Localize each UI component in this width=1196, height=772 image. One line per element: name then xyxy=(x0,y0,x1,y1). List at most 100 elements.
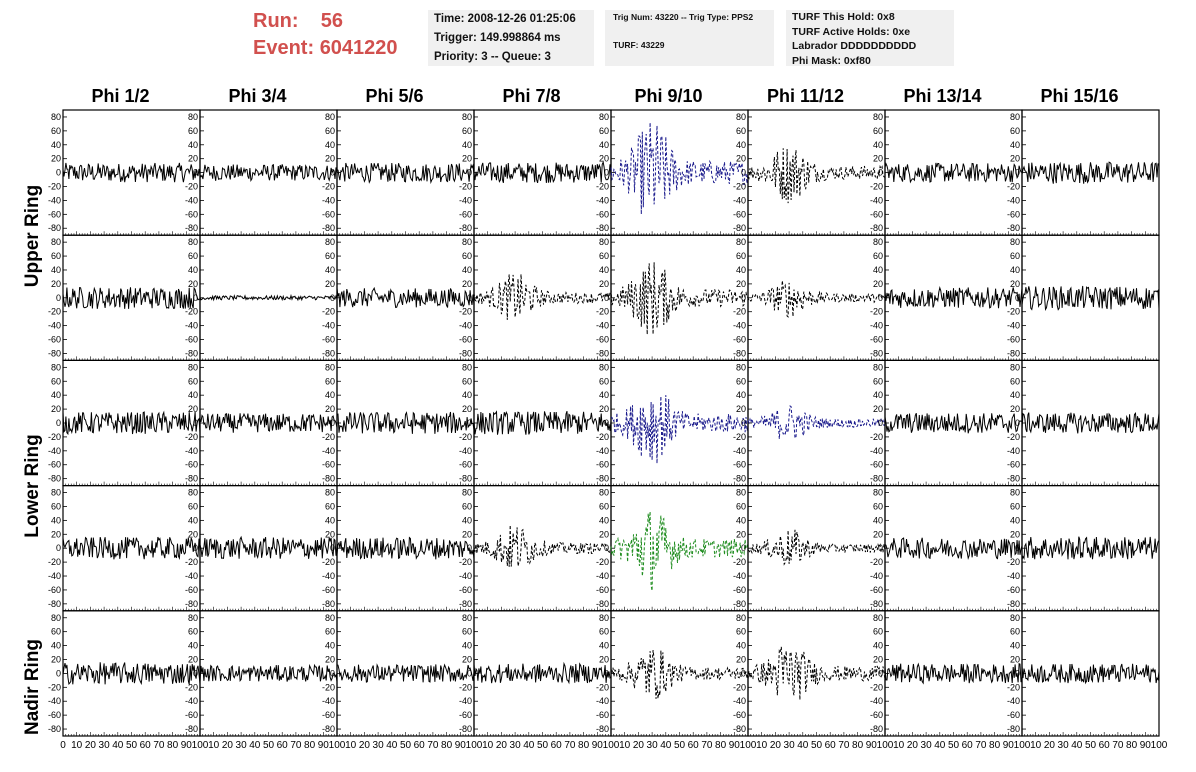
y-tick-label: 40 xyxy=(1010,641,1020,651)
x-tick-label: 40 xyxy=(523,740,535,751)
y-tick-label: 80 xyxy=(1010,112,1020,122)
waveform-trace xyxy=(473,661,612,685)
waveform-trace xyxy=(336,162,475,185)
x-tick-label: 70 xyxy=(153,740,165,751)
y-tick-label: 60 xyxy=(1010,627,1020,637)
x-tick-label: 30 xyxy=(1058,740,1070,751)
waveform-trace xyxy=(884,537,1023,560)
y-tick-label: -40 xyxy=(459,195,472,205)
x-tick-label: 60 xyxy=(277,740,289,751)
y-tick-label: 60 xyxy=(325,126,335,136)
waveform-trace xyxy=(747,646,886,700)
y-tick-label: -20 xyxy=(459,182,472,192)
y-tick-label: 80 xyxy=(325,362,335,372)
y-tick-label: 20 xyxy=(462,654,472,664)
y-tick-label: -40 xyxy=(185,321,198,331)
y-tick-label: -40 xyxy=(322,321,335,331)
y-tick-label: 80 xyxy=(736,362,746,372)
y-tick-label: 40 xyxy=(51,390,61,400)
y-tick-label: 40 xyxy=(462,140,472,150)
y-tick-label: 40 xyxy=(599,265,609,275)
y-tick-label: -20 xyxy=(459,307,472,317)
y-tick-label: -40 xyxy=(1007,696,1020,706)
y-tick-label: -60 xyxy=(596,710,609,720)
y-tick-label: -20 xyxy=(48,307,61,317)
x-tick-label: 10 xyxy=(1030,740,1042,751)
x-tick-label: 80 xyxy=(852,740,864,751)
y-tick-label: 80 xyxy=(325,613,335,623)
y-tick-label: -40 xyxy=(596,321,609,331)
y-tick-label: -40 xyxy=(596,696,609,706)
panel-r1-c5: -80 -60 -40 -20 0 20 40 60 80 xyxy=(596,109,749,236)
y-tick-label: -20 xyxy=(1007,182,1020,192)
y-tick-label: 0 xyxy=(878,293,883,303)
x-tick-label: 10 xyxy=(208,740,220,751)
y-tick-label: -20 xyxy=(48,432,61,442)
panel-r4-c4: -80 -60 -40 -20 0 20 40 60 80 xyxy=(459,485,612,612)
y-tick-label: -80 xyxy=(733,599,746,609)
panel-r3-c7: -80 -60 -40 -20 0 20 40 60 80 xyxy=(870,359,1023,487)
y-tick-label: 20 xyxy=(736,654,746,664)
trigger-info-box: Trig Num: 43220 -- Trig Type: PPS2 TURF:… xyxy=(605,10,774,66)
y-tick-label: -20 xyxy=(48,682,61,692)
y-tick-label: 80 xyxy=(51,237,61,247)
y-tick-label: 20 xyxy=(873,404,883,414)
y-tick-label: -20 xyxy=(870,432,883,442)
y-tick-label: 60 xyxy=(462,126,472,136)
panel-r1-c3: -80 -60 -40 -20 0 20 40 60 80 xyxy=(322,109,475,236)
y-tick-label: 40 xyxy=(736,515,746,525)
x-tick-label: 20 xyxy=(222,740,234,751)
panel-r5-c4: -80 -60 -40 -20 0 20 40 60 80 xyxy=(459,610,612,737)
y-tick-label: -40 xyxy=(733,321,746,331)
y-tick-label: 0 xyxy=(56,543,61,553)
y-tick-label: 0 xyxy=(193,543,198,553)
y-tick-label: -20 xyxy=(48,182,61,192)
y-tick-label: -40 xyxy=(48,696,61,706)
waveform-trace xyxy=(199,163,338,182)
y-tick-label: -60 xyxy=(870,585,883,595)
y-tick-label: 80 xyxy=(325,237,335,247)
y-tick-label: 80 xyxy=(462,488,472,498)
x-tick-label: 70 xyxy=(975,740,987,751)
y-tick-label: 80 xyxy=(51,613,61,623)
y-tick-label: 20 xyxy=(462,529,472,539)
y-tick-label: -80 xyxy=(459,599,472,609)
panel-r1-c7: -80 -60 -40 -20 0 20 40 60 80 xyxy=(870,109,1023,236)
y-tick-label: -20 xyxy=(185,182,198,192)
y-tick-label: -80 xyxy=(1007,724,1020,734)
x-tick-label: 90 xyxy=(729,740,741,751)
panel-r3-c4: -80 -60 -40 -20 0 20 40 60 80 xyxy=(459,359,612,487)
y-tick-label: 20 xyxy=(462,279,472,289)
y-tick-label: -60 xyxy=(596,585,609,595)
panel-frame xyxy=(336,109,475,236)
y-tick-label: -60 xyxy=(596,460,609,470)
y-tick-label: -80 xyxy=(322,223,335,233)
y-tick-label: 20 xyxy=(873,529,883,539)
y-tick-label: -40 xyxy=(185,696,198,706)
x-tick-label: 20 xyxy=(496,740,508,751)
y-tick-label: -20 xyxy=(322,557,335,567)
y-tick-label: 80 xyxy=(736,237,746,247)
y-tick-label: 40 xyxy=(325,265,335,275)
waveform-trace xyxy=(747,529,886,566)
waveform-trace xyxy=(884,162,1023,184)
y-tick-label: -20 xyxy=(1007,432,1020,442)
run-label: Run: xyxy=(253,10,299,32)
x-tick-label: 50 xyxy=(811,740,823,751)
y-tick-label: 80 xyxy=(599,112,609,122)
x-tick-label: 30 xyxy=(373,740,385,751)
x-tick-label: 60 xyxy=(414,740,426,751)
panel-r2-c1: -80 -60 -40 -20 0 20 40 60 80 xyxy=(48,234,201,361)
y-tick-label: -60 xyxy=(1007,209,1020,219)
x-tick-label: 100 xyxy=(603,740,620,751)
y-tick-label: -60 xyxy=(48,460,61,470)
y-tick-label: 80 xyxy=(51,112,61,122)
x-tick-label: 30 xyxy=(647,740,659,751)
y-tick-label: 0 xyxy=(467,293,472,303)
y-tick-label: 40 xyxy=(462,265,472,275)
y-tick-label: -80 xyxy=(185,223,198,233)
y-tick-label: 80 xyxy=(736,112,746,122)
y-tick-label: -40 xyxy=(596,446,609,456)
column-header-phi-15-16: Phi 15/16 xyxy=(1040,86,1119,106)
column-header-phi-9-10: Phi 9/10 xyxy=(634,86,703,106)
